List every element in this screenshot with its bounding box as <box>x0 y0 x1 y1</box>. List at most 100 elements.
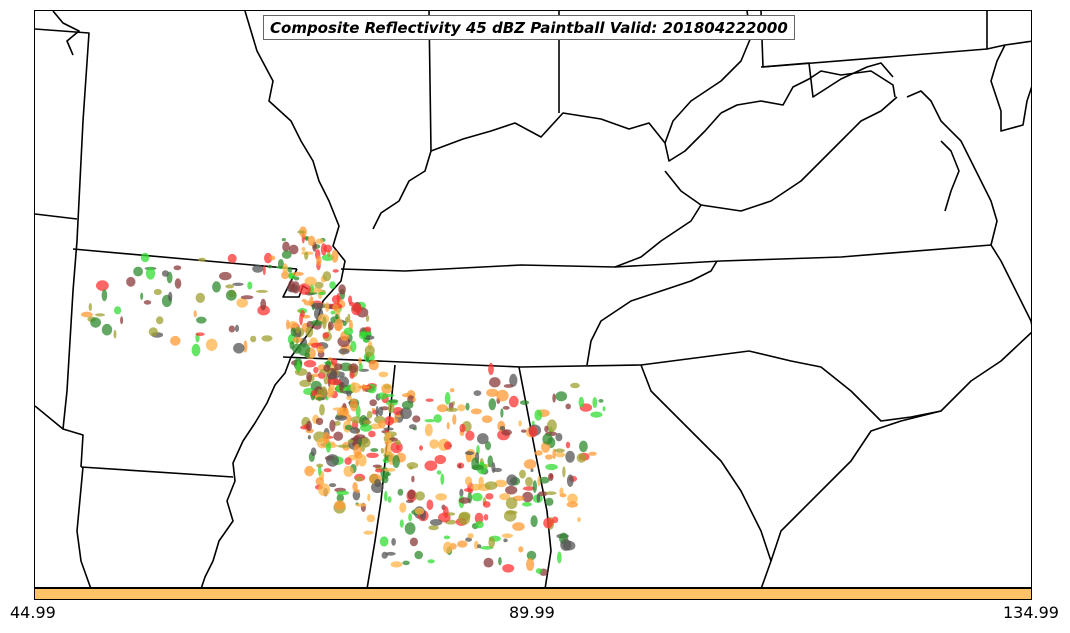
paintball-blob <box>412 397 417 402</box>
paintball-blob <box>505 485 518 495</box>
paintball-blob <box>342 390 353 394</box>
paintball-blob <box>475 520 484 529</box>
paintball-blob <box>288 321 299 330</box>
paintball-blob <box>530 468 534 473</box>
paintball-blob <box>518 420 522 427</box>
boundary-line <box>72 248 298 270</box>
boundary-line <box>282 350 750 368</box>
paintball-blob <box>387 496 392 503</box>
map-title: Composite Reflectivity 45 dBZ Paintball … <box>263 15 795 40</box>
paintball-blob <box>374 479 382 487</box>
boundary-line <box>35 28 90 468</box>
paintball-blob <box>471 492 483 502</box>
paintball-blob <box>252 264 264 273</box>
paintball-blob <box>331 249 339 263</box>
paintball-blob <box>397 488 404 496</box>
paintball-blob <box>343 327 354 336</box>
paintball-blob <box>322 271 332 282</box>
paintball-blob <box>443 541 453 554</box>
paintball-blob <box>306 420 312 432</box>
paintball-blob <box>195 332 205 337</box>
colorbar-tick-label: 44.99 <box>10 603 56 622</box>
paintball-blob <box>489 377 501 388</box>
paintball-blob <box>457 404 466 412</box>
paintball-blob <box>555 452 566 458</box>
paintball-blob <box>282 263 289 275</box>
paintball-blob <box>315 417 324 426</box>
paintball-blob <box>521 502 532 507</box>
paintball-blob <box>381 475 389 484</box>
paintball-blob <box>491 462 496 474</box>
paintball-blob <box>522 491 534 503</box>
paintball-blob <box>449 388 455 393</box>
paintball-blob <box>325 396 329 401</box>
paintball-blob <box>412 415 421 423</box>
paintball-blob <box>351 303 362 316</box>
paintball-blob <box>191 343 201 357</box>
paintball-blob <box>408 466 414 470</box>
paintball-blob <box>446 422 450 430</box>
paintball-blob <box>236 298 248 308</box>
paintball-blob <box>333 431 344 441</box>
paintball-blob <box>318 291 326 296</box>
paintball-blob <box>153 288 162 296</box>
paintball-blob <box>143 300 152 305</box>
paintball-blob <box>374 468 383 473</box>
paintball-blob <box>339 382 344 393</box>
boundary-line <box>340 244 992 272</box>
paintball-blob <box>458 512 471 525</box>
paintball-blob <box>307 435 311 440</box>
paintball-blob <box>428 525 439 531</box>
paintball-blob <box>545 454 553 460</box>
paintball-blob <box>467 533 474 539</box>
paintball-blob <box>240 295 254 300</box>
paintball-blob <box>567 493 578 504</box>
paintball-blob <box>235 324 239 332</box>
paintball-blob <box>332 407 344 411</box>
paintball-blob <box>300 310 305 318</box>
paintball-blob <box>508 395 519 408</box>
paintball-blob <box>532 480 537 493</box>
paintball-blob <box>293 276 300 281</box>
paintball-blob <box>168 291 173 302</box>
paintball-blob <box>295 326 300 334</box>
paintball-blob <box>290 327 297 337</box>
paintball-blob <box>390 561 403 568</box>
paintball-blob <box>315 238 324 245</box>
paintball-blob <box>523 459 537 470</box>
paintball-blob <box>170 335 181 346</box>
paintball-blob <box>161 270 169 277</box>
paintball-blob <box>156 316 164 325</box>
paintball-blob <box>247 281 253 290</box>
paintball-blob <box>355 476 363 482</box>
paintball-blob <box>301 246 306 252</box>
boundary-line <box>372 112 722 230</box>
paintball-blob <box>554 448 565 453</box>
river-boundary <box>52 11 80 56</box>
paintball-blob <box>314 281 324 289</box>
paintball-blob <box>336 493 344 503</box>
paintball-blob <box>538 491 548 497</box>
paintball-blob <box>519 400 530 405</box>
map-panel <box>34 10 1032 588</box>
paintball-blob <box>350 382 361 393</box>
boundary-line <box>35 213 78 220</box>
paintball-blob <box>464 451 475 456</box>
colorbar <box>34 588 1032 600</box>
paintball-blob <box>174 278 182 289</box>
paintball-blob <box>291 281 300 294</box>
paintball-blob <box>228 325 236 333</box>
paintball-blob <box>140 252 150 263</box>
paintball-blob <box>399 502 407 513</box>
paintball-blob <box>425 398 434 402</box>
paintball-blob <box>233 342 245 354</box>
paintball-blob <box>463 488 473 492</box>
paintball-blob <box>333 420 341 426</box>
paintball-blob <box>368 359 379 371</box>
paintball-blob <box>260 298 267 311</box>
paintball-blob <box>506 474 518 487</box>
paintball-blob <box>488 536 496 549</box>
paintball-blob <box>145 266 156 280</box>
paintball-blob <box>366 514 375 523</box>
paintball-blob <box>570 382 580 389</box>
